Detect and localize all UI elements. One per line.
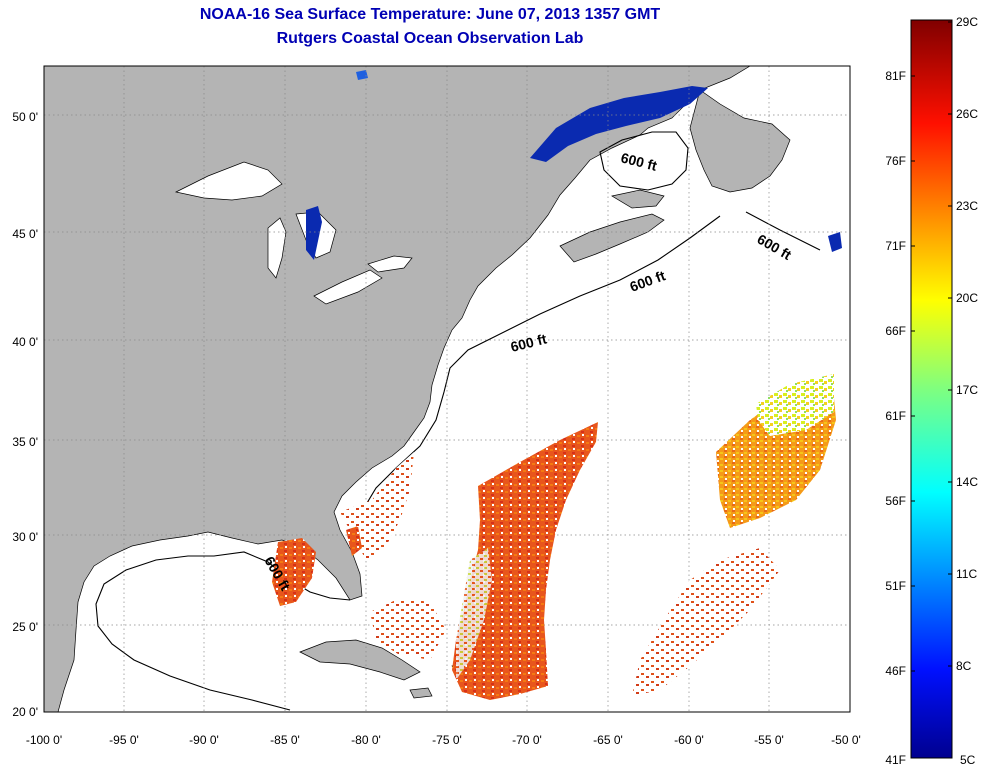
x-tick-label: -70 0' bbox=[512, 733, 542, 747]
swath-central bbox=[452, 422, 598, 700]
colorbar-f-label: 61F bbox=[885, 409, 906, 423]
newfoundland bbox=[689, 89, 791, 193]
x-tick-label: -95 0' bbox=[109, 733, 139, 747]
anticosti-pei bbox=[611, 189, 665, 209]
y-tick-label: 50 0' bbox=[12, 110, 38, 124]
lake-superior bbox=[174, 161, 283, 201]
lake-erie bbox=[313, 269, 383, 305]
y-tick-label: 25 0' bbox=[12, 620, 38, 634]
x-tick-label: -65 0' bbox=[593, 733, 623, 747]
x-tick-label: -80 0' bbox=[351, 733, 381, 747]
colorbar-f-label: 71F bbox=[885, 239, 906, 253]
map-frame bbox=[43, 65, 851, 713]
x-axis: -100 0' -95 0' -90 0' -85 0' -80 0' -75 … bbox=[26, 733, 861, 747]
colorbar-c-label: 29C bbox=[956, 15, 978, 29]
y-tick-label: 40 0' bbox=[12, 335, 38, 349]
colorbar-gradient bbox=[910, 19, 953, 759]
600ft-contour-line bbox=[95, 131, 821, 711]
st-lawrence-cold-water bbox=[356, 70, 842, 252]
great-lakes bbox=[174, 161, 413, 305]
swath-east-yellow bbox=[756, 374, 834, 436]
colorbar-c-label: 20C bbox=[956, 291, 978, 305]
jamaica bbox=[409, 687, 433, 699]
lake-nipigon-cold bbox=[306, 206, 322, 260]
x-tick-label: -100 0' bbox=[26, 733, 62, 747]
colorbar-c-label: 17C bbox=[956, 383, 978, 397]
y-tick-label: 30 0' bbox=[12, 530, 38, 544]
y-tick-label: 35 0' bbox=[12, 435, 38, 449]
colorbar-f-label: 66F bbox=[885, 324, 906, 338]
temperature-colorbar: 29C 26C 23C 20C 17C 14C 11C 8C 5C 81F 76… bbox=[885, 15, 978, 767]
colorbar-f-label: 51F bbox=[885, 579, 906, 593]
swath-bahamas bbox=[370, 598, 446, 660]
sst-swaths bbox=[272, 374, 836, 700]
colorbar-c-label: 8C bbox=[956, 659, 972, 673]
cuba bbox=[299, 639, 421, 681]
x-tick-label: -60 0' bbox=[674, 733, 704, 747]
swath-east-lower bbox=[632, 548, 780, 696]
x-tick-label: -55 0' bbox=[754, 733, 784, 747]
x-tick-label: -75 0' bbox=[432, 733, 462, 747]
map-subtitle: Rutgers Coastal Ocean Observation Lab bbox=[276, 30, 584, 47]
swath-gulf bbox=[272, 538, 316, 606]
y-tick-label: 45 0' bbox=[12, 227, 38, 241]
colorbar-c-label: 11C bbox=[956, 567, 977, 581]
colorbar-f-label: 81F bbox=[885, 69, 906, 83]
colorbar-c-label: 5C bbox=[960, 753, 976, 767]
colorbar-f-label: 46F bbox=[885, 664, 906, 678]
colorbar-c-label: 26C bbox=[956, 107, 978, 121]
colorbar-f-label: 41F bbox=[885, 753, 906, 767]
map-title: NOAA-16 Sea Surface Temperature: June 07… bbox=[199, 6, 661, 23]
colorbar-c-label: 23C bbox=[956, 199, 978, 213]
lake-michigan bbox=[267, 217, 287, 279]
colorbar-c-label: 14C bbox=[956, 475, 978, 489]
swath-florida-keys bbox=[346, 526, 362, 556]
x-tick-label: -90 0' bbox=[189, 733, 219, 747]
lake-ontario bbox=[367, 255, 413, 273]
y-axis: 20 0' 25 0' 30 0' 35 0' 40 0' 45 0' 50 0… bbox=[12, 110, 38, 719]
north-america-land bbox=[43, 65, 752, 713]
swath-central-green bbox=[456, 548, 492, 680]
y-tick-label: 20 0' bbox=[12, 705, 38, 719]
x-tick-label: -50 0' bbox=[831, 733, 861, 747]
x-tick-label: -85 0' bbox=[270, 733, 300, 747]
colorbar-f-label: 56F bbox=[885, 494, 906, 508]
nova-scotia bbox=[559, 213, 665, 263]
colorbar-f-label: 76F bbox=[885, 154, 906, 168]
